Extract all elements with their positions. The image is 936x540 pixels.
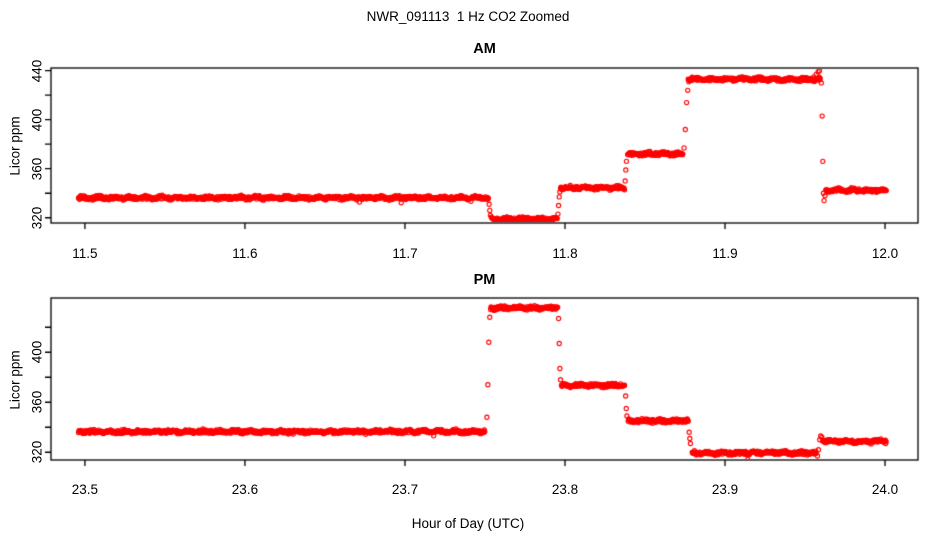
x-tick-label: 11.5 [72,246,98,261]
x-tick-label: 23.7 [391,482,419,497]
figure-title: NWR_091113 1 Hz CO2 Zoomed [366,9,570,24]
y-tick-label: 360 [29,390,45,414]
x-tick-label: 11.9 [712,246,738,261]
y-tick-label: 400 [29,108,45,131]
x-tick-label: 11.7 [392,246,418,261]
x-tick-label: 23.9 [711,482,739,497]
y-axis-label-am: Licor ppm [7,116,23,176]
x-tick-label: 23.6 [231,482,259,497]
y-axis-label-pm: Licor ppm [7,350,23,410]
x-tick-label: 24.0 [871,482,899,497]
x-tick-label: 11.6 [232,246,258,261]
x-tick-label: 12.0 [871,246,899,261]
x-tick-label: 23.5 [71,482,99,497]
panel-title-am: AM [473,41,496,57]
x-tick-label: 11.8 [552,246,578,261]
y-tick-label: 400 [29,340,45,364]
y-tick-label: 440 [29,59,45,82]
panel-title-pm: PM [473,272,496,288]
y-tick-label: 320 [29,206,45,229]
x-tick-label: 23.8 [551,482,579,497]
y-tick-label: 360 [29,157,45,180]
y-tick-label: 320 [29,440,45,464]
x-axis-label: Hour of Day (UTC) [411,516,525,531]
